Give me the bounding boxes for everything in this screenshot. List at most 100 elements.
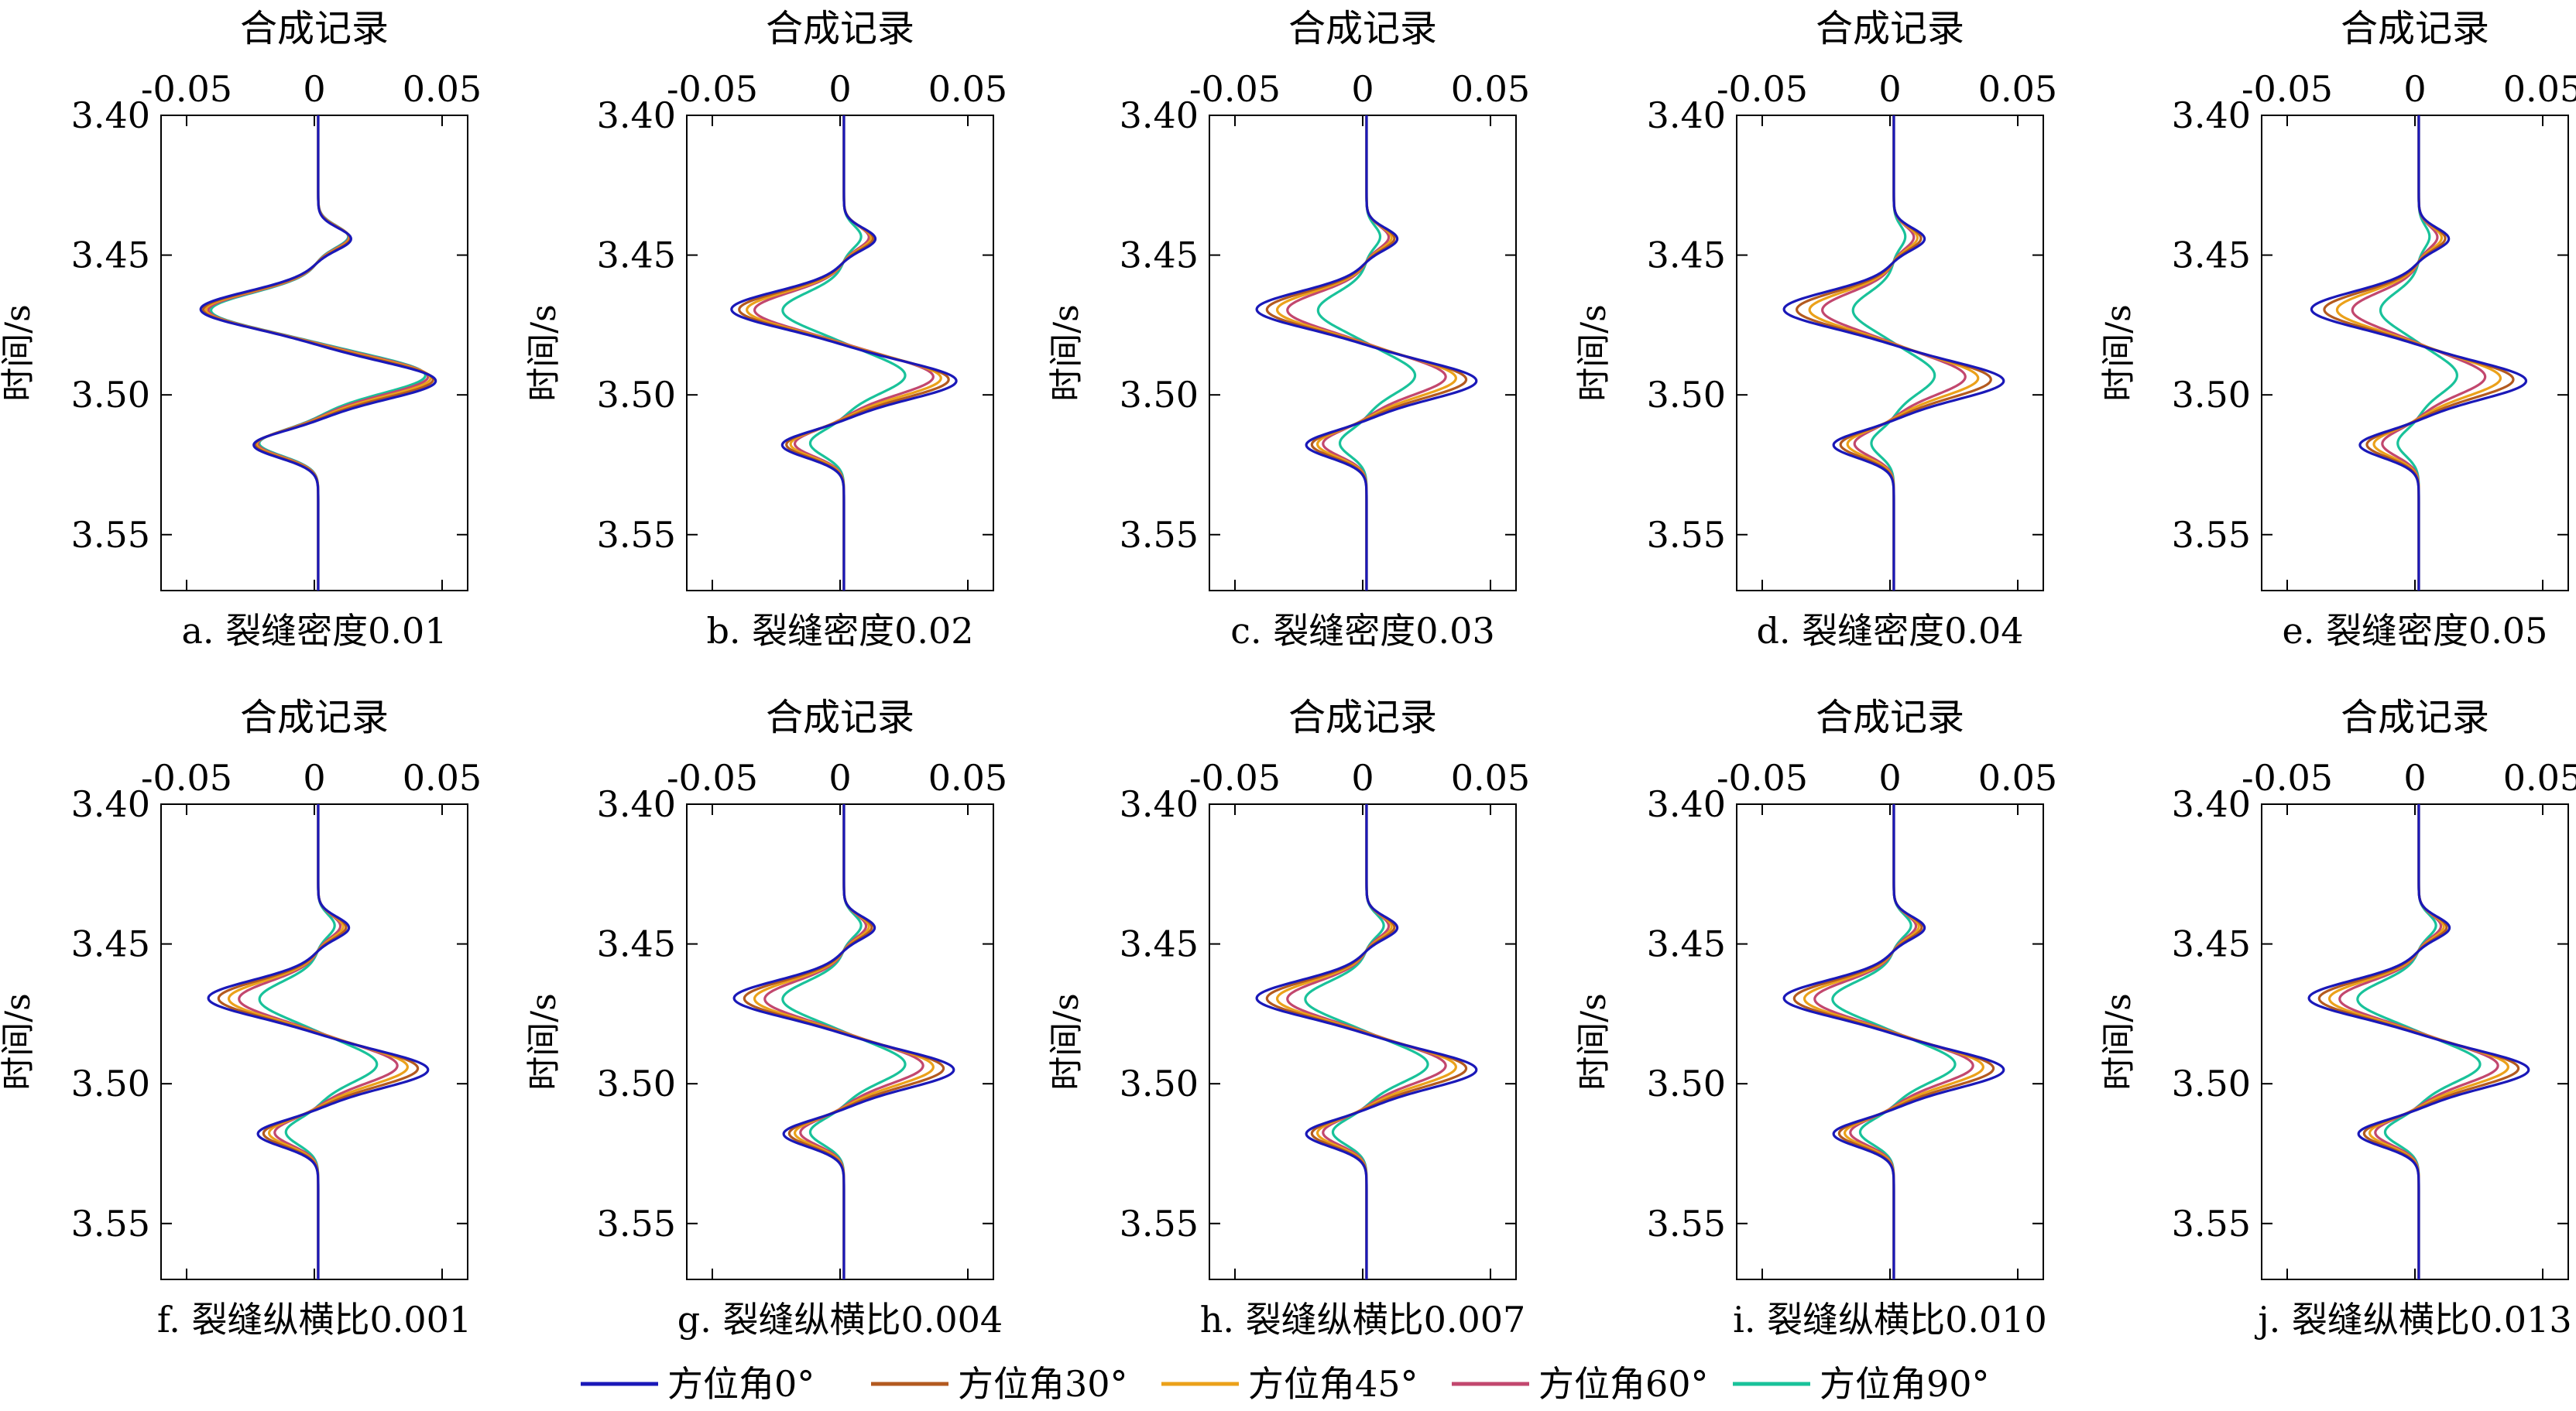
- y-tick-label: 3.55: [71, 1203, 150, 1245]
- x-tick-label: 0.05: [403, 68, 482, 110]
- plot-frame: [1736, 115, 2044, 591]
- x-tick-label: 0: [1351, 757, 1374, 799]
- chart-title: 合成记录: [2341, 7, 2489, 50]
- x-tick-label: 0: [1351, 68, 1374, 110]
- y-tick-label: 3.45: [1120, 923, 1199, 965]
- y-axis-label: 时间/s: [1047, 993, 1086, 1090]
- panel-caption: b. 裂缝密度0.02: [706, 610, 973, 652]
- y-tick-label: 3.55: [71, 514, 150, 556]
- x-tick-label: 0: [2403, 68, 2426, 110]
- x-tick-label: 0.05: [2503, 757, 2576, 799]
- y-tick-label: 3.45: [597, 923, 676, 965]
- y-tick-label: 3.50: [1120, 1063, 1199, 1104]
- y-axis-label: 时间/s: [1574, 304, 1614, 401]
- x-tick-label: -0.05: [667, 68, 758, 110]
- series-line-azimuth-0: [207, 804, 430, 1279]
- panel-caption: j. 裂缝纵横比0.013: [2254, 1299, 2571, 1341]
- series-line-azimuth-0: [1255, 115, 1478, 591]
- y-axis-label: 时间/s: [1574, 993, 1614, 1090]
- y-tick-label: 3.50: [71, 1063, 150, 1104]
- x-tick-label: -0.05: [667, 757, 758, 799]
- y-tick-label: 3.45: [1120, 235, 1199, 276]
- plot-frame: [686, 115, 994, 591]
- plot-frame: [1209, 115, 1517, 591]
- y-axis-label: 时间/s: [524, 304, 564, 401]
- y-tick-label: 3.45: [1647, 235, 1726, 276]
- legend: 方位角0° 方位角30° 方位角45° 方位角60° 方位角90°: [581, 1363, 1990, 1405]
- series-line-azimuth-0: [1255, 804, 1478, 1279]
- chart-title: 合成记录: [1816, 696, 1964, 739]
- y-tick-label: 3.40: [2172, 94, 2251, 136]
- y-tick-label: 3.50: [1120, 374, 1199, 416]
- series-line-azimuth-0: [2310, 115, 2528, 591]
- x-tick-label: -0.05: [2242, 68, 2333, 110]
- legend-label: 方位角0°: [667, 1363, 815, 1405]
- y-axis-label: 时间/s: [2099, 993, 2139, 1090]
- plot-frame: [1736, 803, 2044, 1280]
- y-axis-label: 时间/s: [0, 993, 38, 1090]
- x-tick-label: 0.05: [1978, 757, 2057, 799]
- y-tick-label: 3.45: [2172, 235, 2251, 276]
- panel-caption: f. 裂缝纵横比0.001: [157, 1299, 472, 1341]
- x-tick-label: 0: [828, 68, 851, 110]
- plot-frame: [160, 115, 468, 591]
- x-tick-label: 0: [2403, 757, 2426, 799]
- panel-caption: d. 裂缝密度0.04: [1756, 610, 2023, 652]
- y-tick-label: 3.50: [71, 374, 150, 416]
- x-tick-label: 0: [303, 68, 325, 110]
- x-tick-label: 0.05: [1978, 68, 2057, 110]
- x-tick-label: -0.05: [141, 757, 232, 799]
- series-line-azimuth-0: [1782, 115, 2005, 591]
- x-tick-label: 0.05: [928, 757, 1007, 799]
- y-tick-label: 3.40: [1647, 783, 1726, 825]
- plot-frame: [1209, 803, 1517, 1280]
- x-tick-label: -0.05: [1717, 757, 1808, 799]
- y-tick-label: 3.50: [597, 1063, 676, 1104]
- y-axis-label: 时间/s: [1047, 304, 1086, 401]
- y-tick-label: 3.45: [71, 235, 150, 276]
- x-tick-label: 0.05: [403, 757, 482, 799]
- x-tick-label: 0.05: [1451, 68, 1530, 110]
- y-axis-label: 时间/s: [0, 304, 38, 401]
- y-tick-label: 3.55: [1647, 514, 1726, 556]
- y-axis-label: 时间/s: [524, 993, 564, 1090]
- y-tick-label: 3.40: [1120, 94, 1199, 136]
- x-tick-label: 0: [1878, 757, 1901, 799]
- x-tick-label: 0.05: [2503, 68, 2576, 110]
- y-tick-label: 3.40: [1120, 783, 1199, 825]
- y-tick-label: 3.50: [1647, 1063, 1726, 1104]
- plot-frame: [2261, 115, 2569, 591]
- series-line-azimuth-0: [2307, 804, 2530, 1279]
- y-tick-label: 3.50: [2172, 374, 2251, 416]
- y-tick-label: 3.55: [2172, 514, 2251, 556]
- legend-label: 方位角45°: [1248, 1363, 1418, 1405]
- chart-title: 合成记录: [766, 696, 914, 739]
- panel-caption: h. 裂缝纵横比0.007: [1200, 1299, 1526, 1341]
- series-line-azimuth-0: [732, 804, 955, 1279]
- y-tick-label: 3.55: [2172, 1203, 2251, 1245]
- series-line-azimuth-0: [1782, 804, 2005, 1279]
- legend-label: 方位角60°: [1538, 1363, 1709, 1405]
- y-axis-label: 时间/s: [2099, 304, 2139, 401]
- legend-label: 方位角90°: [1820, 1363, 1990, 1405]
- plot-frame: [2261, 803, 2569, 1280]
- y-tick-label: 3.45: [2172, 923, 2251, 965]
- y-tick-label: 3.55: [1120, 514, 1199, 556]
- y-tick-label: 3.40: [1647, 94, 1726, 136]
- x-tick-label: 0: [828, 757, 851, 799]
- x-tick-label: 0.05: [1451, 757, 1530, 799]
- chart-title: 合成记录: [1288, 7, 1437, 50]
- y-tick-label: 3.55: [597, 514, 676, 556]
- x-tick-label: -0.05: [1189, 68, 1281, 110]
- y-tick-label: 3.40: [71, 783, 150, 825]
- plot-frame: [686, 803, 994, 1280]
- plot-frame: [160, 803, 468, 1280]
